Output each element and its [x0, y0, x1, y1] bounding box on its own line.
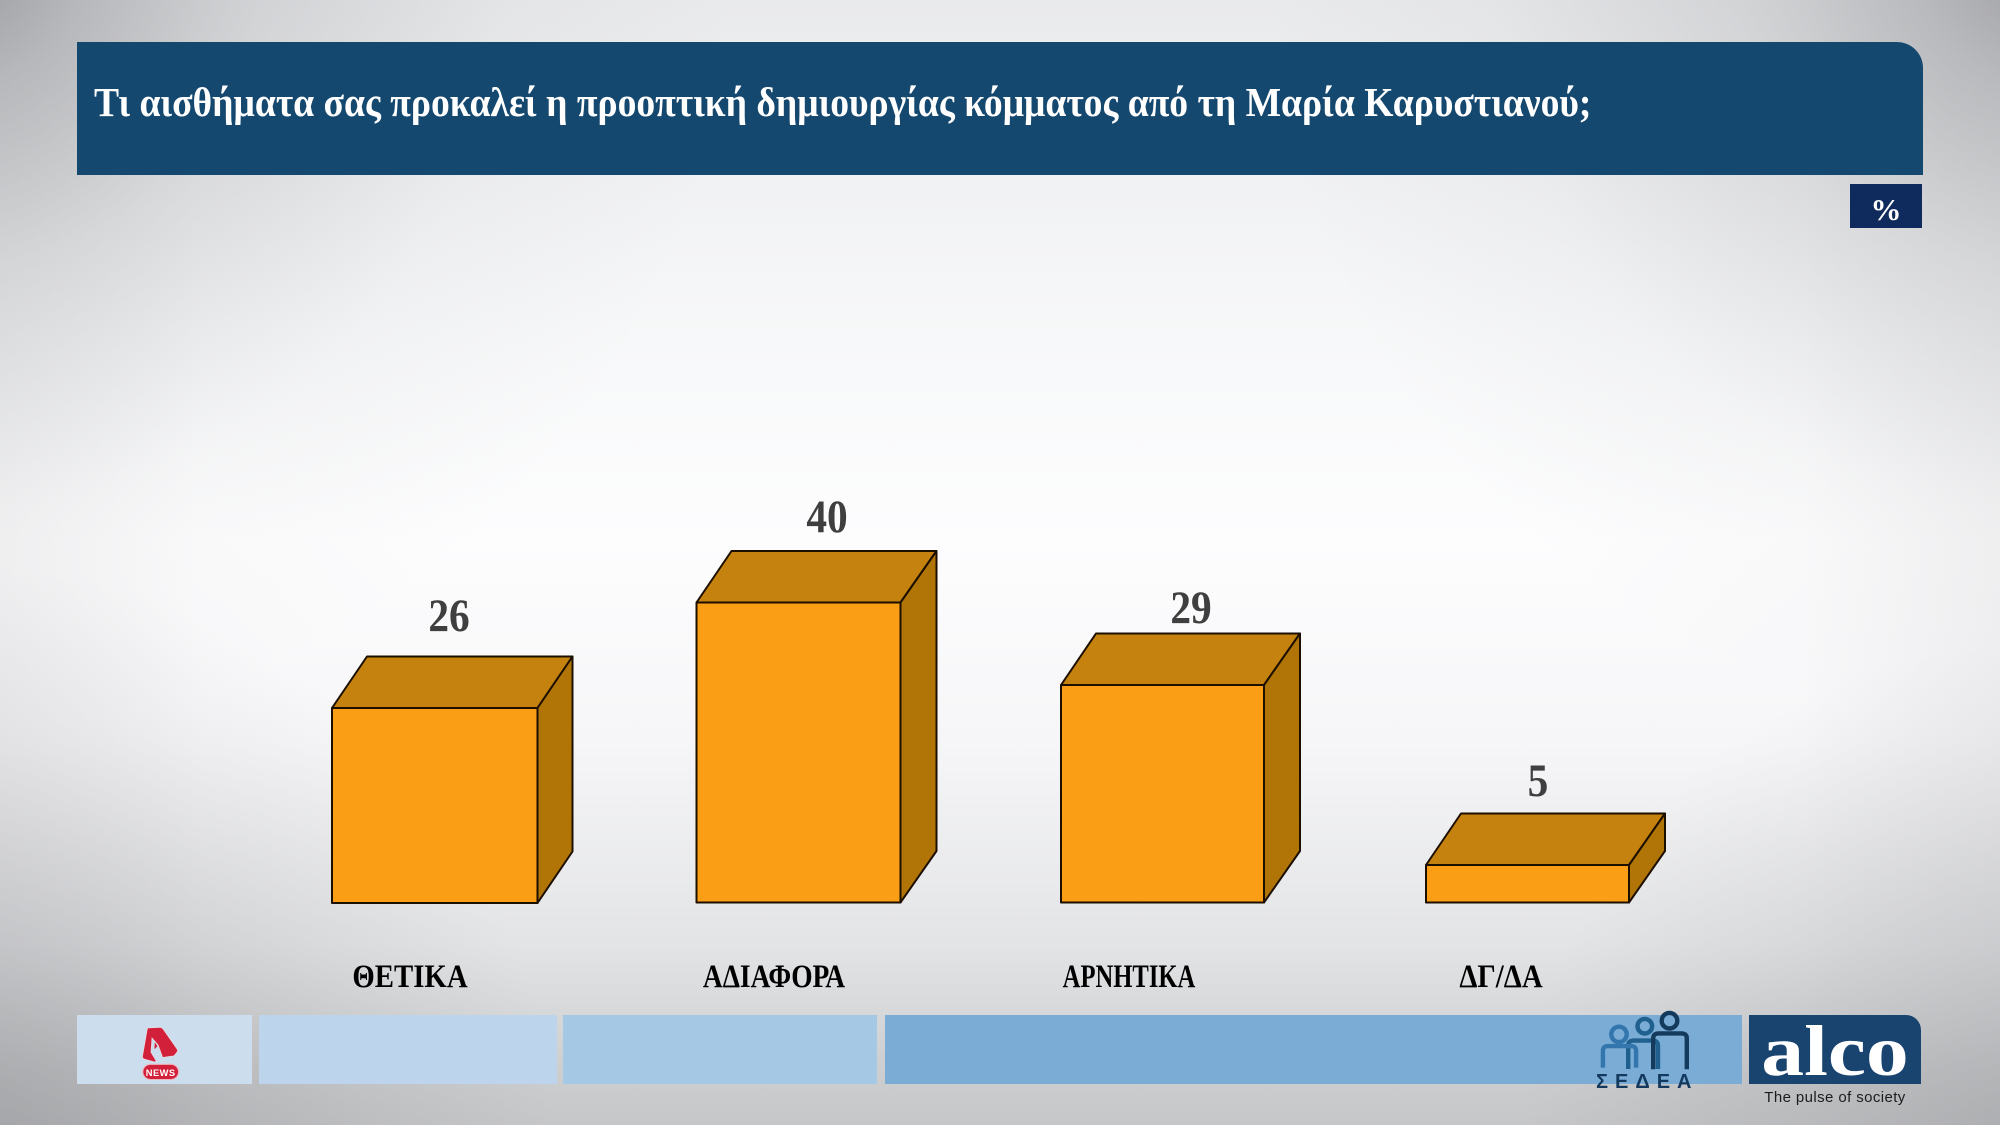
svg-text:NEWS: NEWS: [146, 1068, 176, 1078]
